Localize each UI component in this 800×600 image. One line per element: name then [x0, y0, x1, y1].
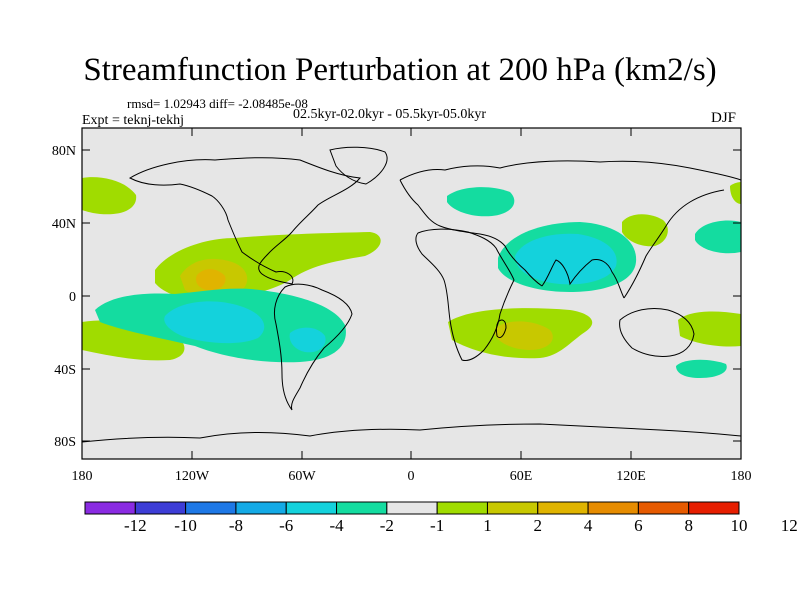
coastline-africa [415, 228, 515, 361]
colorbar-label: 10 [730, 516, 748, 535]
colorbar-label: 2 [533, 516, 543, 535]
colorbar-swatch [486, 501, 539, 515]
lon-label-60e: 60E [510, 469, 533, 484]
colorbar-swatch [537, 501, 589, 515]
colorbar-swatch [688, 501, 740, 515]
colorbar-label: 4 [583, 516, 593, 535]
season-label: DJF [711, 110, 737, 126]
colorbar [84, 501, 740, 515]
colorbar-label: -6 [279, 516, 294, 535]
colorbar-swatch [637, 501, 690, 515]
coastline-greenland [329, 146, 388, 185]
coastline-australia [619, 307, 695, 357]
negative-region-south-pacific [676, 359, 727, 378]
positive-region-east-asia [622, 214, 668, 247]
colorbar-label: -4 [329, 516, 344, 535]
colorbar-label: 8 [684, 516, 693, 535]
coastline-north-america [128, 157, 361, 285]
coastline-antarctica [82, 423, 741, 443]
lat-axis [82, 149, 741, 442]
lon-label-120w: 120W [175, 469, 210, 484]
colorbar-swatch [436, 501, 488, 515]
lat-label-0: 0 [69, 290, 76, 305]
experiment-text: Expt = teknj-tekhj [82, 113, 184, 128]
coastlines [82, 146, 741, 443]
colorbar-label: -2 [379, 516, 394, 535]
lat-label-40n: 40N [52, 217, 76, 232]
contour-fields [82, 177, 741, 378]
colorbar-label: 6 [634, 516, 643, 535]
coastline-madagascar [495, 319, 507, 339]
colorbar-swatch [587, 501, 639, 515]
positive-region-north-pacific [82, 177, 137, 215]
lon-label-60w: 60W [288, 469, 316, 484]
period-text: 02.5kyr-02.0kyr - 05.5kyr-05.0kyr [293, 107, 487, 122]
lon-label-180w: 180 [72, 469, 93, 484]
negative-region-western-pacific [695, 220, 741, 254]
colorbar-label: 12 [780, 516, 798, 535]
colorbar-label: 1 [483, 516, 492, 535]
colorbar-swatch [336, 501, 388, 515]
colorbar-swatch [84, 501, 136, 515]
positive-region-south-indian-core [495, 321, 553, 350]
map-title: Streamfunction Perturbation at 200 hPa (… [83, 52, 717, 88]
colorbar-swatch [386, 501, 438, 515]
colorbar-swatch [285, 501, 338, 515]
positive-region-south-pacific-east [678, 311, 741, 347]
lon-label-180e: 180 [731, 469, 752, 484]
stats-text: rmsd= 1.02943 diff= -2.08485e-08 [127, 96, 308, 111]
negative-region-south-asia-core [515, 233, 617, 285]
positive-region-eastern-pacific-peak [196, 269, 226, 291]
lat-label-80n: 80N [52, 144, 76, 159]
colorbar-label: -12 [123, 516, 147, 535]
lat-label-80s: 80S [54, 435, 76, 450]
colorbar-label: -8 [228, 516, 244, 535]
negative-region-north-atlantic [447, 187, 515, 217]
negative-region-south-america [289, 327, 326, 353]
negative-region-southeast-pacific-core [164, 301, 265, 344]
lon-label-0: 0 [408, 469, 415, 484]
colorbar-swatch [235, 501, 287, 515]
colorbar-label: -10 [174, 516, 197, 535]
colorbar-swatch [185, 501, 237, 515]
lon-axis [81, 128, 742, 459]
lat-label-40s: 40S [54, 363, 76, 378]
positive-region-north-pacific-east [730, 182, 741, 204]
colorbar-swatch [134, 501, 187, 515]
coastline-europe-asia [399, 160, 741, 299]
colorbar-label: -1 [430, 516, 445, 535]
lon-label-120e: 120E [616, 469, 646, 484]
coastline-south-america [273, 283, 353, 411]
